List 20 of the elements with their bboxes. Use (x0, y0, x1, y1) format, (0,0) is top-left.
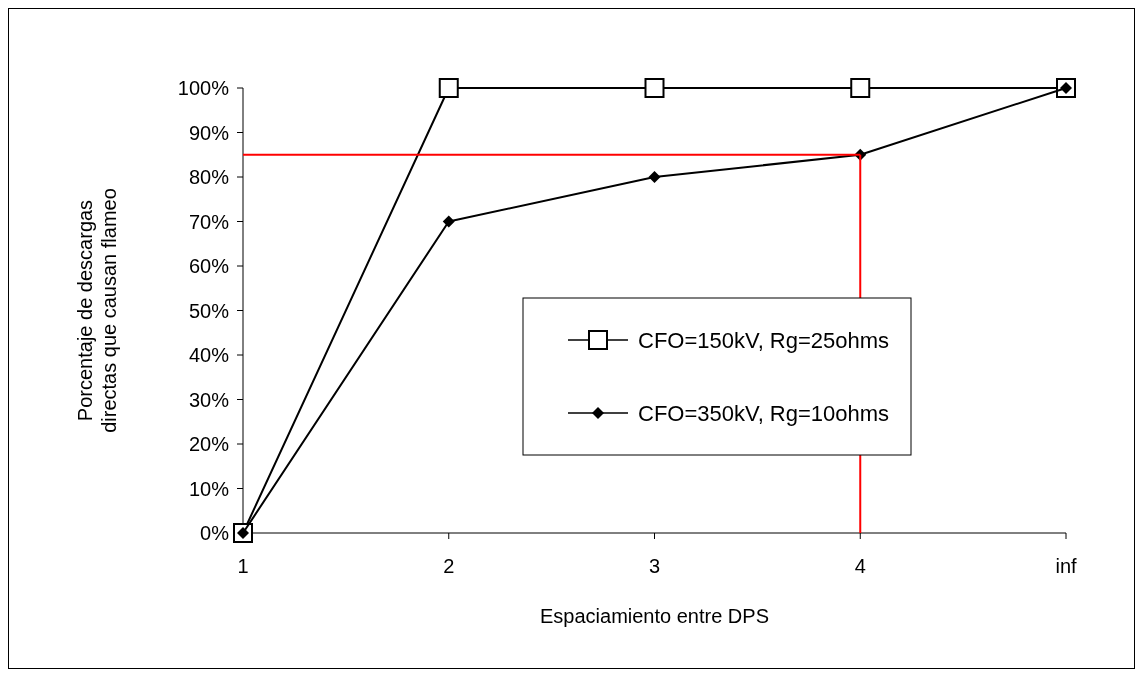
y-tick-label: 0% (200, 522, 230, 544)
y-tick-label: 100% (177, 77, 230, 99)
legend-label: CFO=350kV, Rg=10ohms (638, 400, 890, 426)
y-tick-label: 40% (188, 344, 230, 366)
y-tick-label: 20% (188, 433, 230, 455)
y-tick-label: 70% (188, 210, 230, 233)
x-tick-label: 3 (648, 555, 661, 577)
legend-label: CFO=150kV, Rg=25ohms (638, 327, 890, 353)
x-tick-label: 4 (854, 555, 866, 577)
y-tick-label: 30% (188, 388, 230, 411)
x-tick-label: inf (1055, 555, 1077, 577)
y-tick-label: 80% (188, 166, 230, 188)
y-tick-label: 50% (188, 299, 230, 322)
y-axis-title: Porcentaje de descargas directas que causan flameo (74, 188, 120, 433)
y-tick-label: 90% (188, 121, 230, 144)
y-tick-label: 60% (188, 255, 230, 277)
y-tick-label: 10% (188, 477, 230, 500)
x-tick-label: 2 (443, 555, 455, 577)
x-tick-label: 1 (237, 555, 249, 577)
x-axis-title: Espaciamiento entre DPS (539, 605, 770, 627)
